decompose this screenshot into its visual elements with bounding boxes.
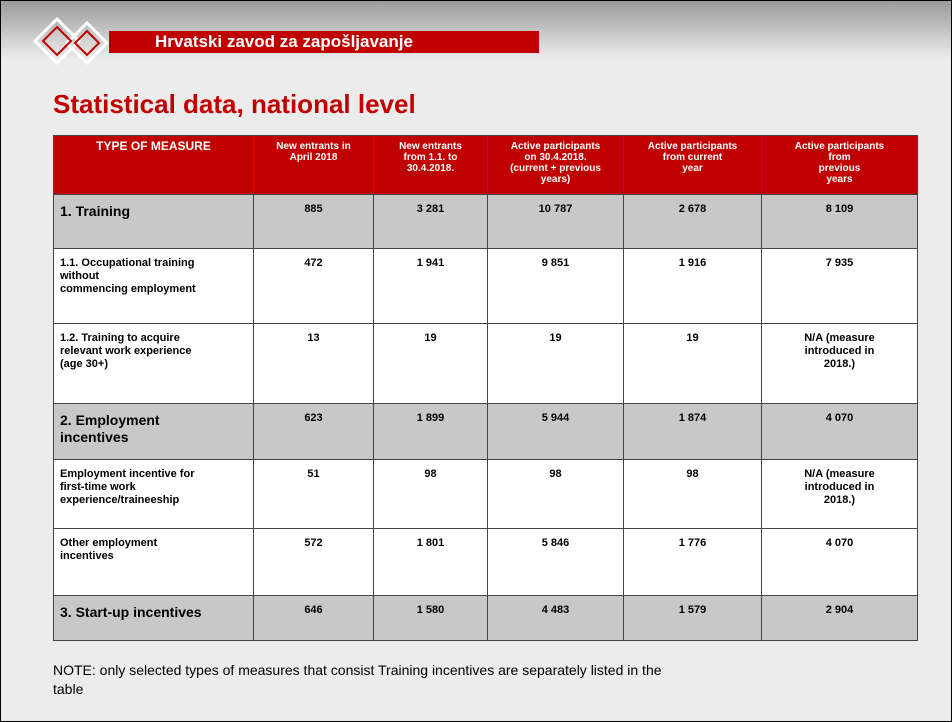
table-cell: 1 874 — [623, 403, 762, 460]
table-row: 1.2. Training to acquire relevant work e… — [53, 323, 918, 404]
table-cell: 1.2. Training to acquire relevant work e… — [53, 323, 254, 404]
table-cell: 4 070 — [761, 528, 918, 596]
table-cell: 2 904 — [761, 595, 918, 641]
table-cell: 5 846 — [487, 528, 624, 596]
table-cell: 646 — [253, 595, 374, 641]
table-row: 2. Employment incentives 623 1 899 5 944 1 8… — [53, 403, 918, 460]
table-cell: 98 — [487, 459, 624, 529]
header-title: Hrvatski zavod za zapošljavanje — [109, 31, 539, 53]
table-cell: 2 678 — [623, 194, 762, 249]
table-cell: 4 483 — [487, 595, 624, 641]
table-cell: 1.1. Occupational training without comme… — [53, 248, 254, 324]
table-cell: 98 — [373, 459, 488, 529]
table-cell: 51 — [253, 459, 374, 529]
column-header: TYPE OF MEASURE — [53, 135, 254, 195]
table-cell: 1 941 — [373, 248, 488, 324]
logo — [32, 17, 110, 66]
table-row: 1. Training 885 3 281 10 787 2 678 8 109 — [53, 194, 918, 249]
table-cell: Other employment incentives — [53, 528, 254, 596]
table-cell: 1 916 — [623, 248, 762, 324]
table-cell: 3 281 — [373, 194, 488, 249]
table-cell: 1 801 — [373, 528, 488, 596]
table-cell: 7 935 — [761, 248, 918, 324]
table-row: 1.1. Occupational training without comme… — [53, 248, 918, 324]
column-header: Active participants on 30.4.2018. (curre… — [487, 135, 624, 195]
header-row: TYPE OF MEASURE New entrants in April 201… — [53, 135, 918, 195]
slide-title: Statistical data, national level — [53, 89, 416, 119]
table-cell: N/A (measure introduced in 2018.) — [761, 323, 918, 404]
table-cell: 3. Start-up incentives — [53, 595, 254, 641]
table-row: Other employment incentives 572 1 801 5 846… — [53, 528, 918, 596]
table-cell: 19 — [487, 323, 624, 404]
data-table: TYPE OF MEASURE New entrants in April 201… — [53, 135, 918, 641]
table-cell: 1 579 — [623, 595, 762, 641]
note: NOTE: only selected types of measures th… — [53, 662, 662, 697]
table-cell: 13 — [253, 323, 374, 404]
table-cell: 19 — [373, 323, 488, 404]
table-cell: 19 — [623, 323, 762, 404]
table-cell: 885 — [253, 194, 374, 249]
column-header: New entrants from 1.1. to 30.4.2018. — [373, 135, 488, 195]
table-row: 3. Start-up incentives 646 1 580 4 483 1 579… — [53, 595, 918, 641]
table-cell: 98 — [623, 459, 762, 529]
table-cell: 10 787 — [487, 194, 624, 249]
column-header: New entrants in April 2018 — [253, 135, 374, 195]
table-cell: 472 — [253, 248, 374, 324]
table-cell: 572 — [253, 528, 374, 596]
table-cell: 1 776 — [623, 528, 762, 596]
column-header: Active participants from current year — [623, 135, 762, 195]
table-cell: 2. Employment incentives — [53, 403, 254, 460]
table-cell: N/A (measure introduced in 2018.) — [761, 459, 918, 529]
table-cell: 623 — [253, 403, 374, 460]
table-cell: 4 070 — [761, 403, 918, 460]
table-cell: 5 944 — [487, 403, 624, 460]
column-header: Active participants from previous years — [761, 135, 918, 195]
table-cell: Employment incentive for first-time work… — [53, 459, 254, 529]
table-cell: 1. Training — [53, 194, 254, 249]
table-cell: 9 851 — [487, 248, 624, 324]
table-cell: 8 109 — [761, 194, 918, 249]
table-cell: 1 899 — [373, 403, 488, 460]
table-cell: 1 580 — [373, 595, 488, 641]
table-row: Employment incentive for first-time work… — [53, 459, 918, 529]
